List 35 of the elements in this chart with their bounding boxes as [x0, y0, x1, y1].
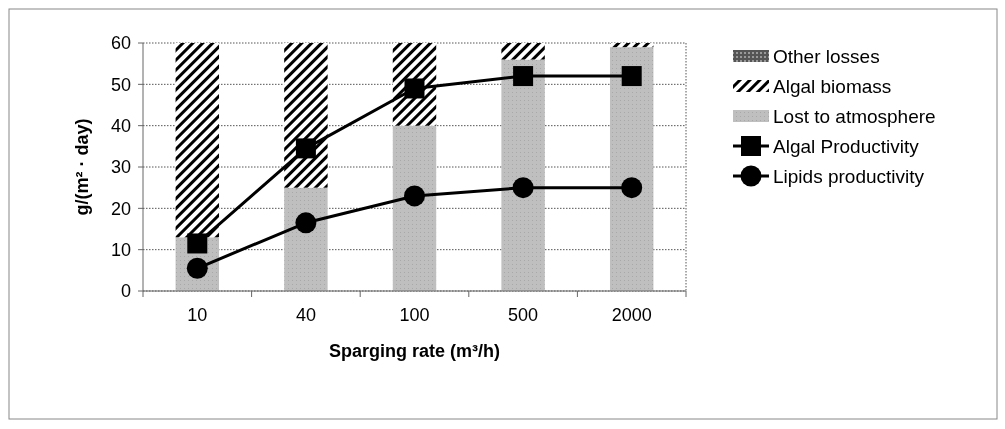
point [621, 177, 643, 199]
x-tick-label: 100 [399, 305, 430, 325]
legend-label: Lipids productivity [773, 165, 925, 187]
bar [609, 47, 654, 291]
x-axis-title: Sparging rate (m³/h) [328, 341, 501, 361]
y-tick-label: 0 [120, 281, 131, 302]
point [187, 233, 208, 254]
y-tick-label: 20 [110, 198, 131, 219]
bar [284, 187, 328, 291]
legend-label: Algal biomass [773, 75, 892, 97]
point [513, 66, 534, 87]
x-tick-label: 2000 [611, 305, 652, 325]
bar [501, 59, 545, 291]
bar [501, 43, 545, 60]
legend-label: Other losses [773, 45, 880, 67]
bar [392, 125, 437, 291]
point [512, 177, 534, 199]
point [404, 185, 425, 207]
x-tick-label: 40 [295, 305, 316, 325]
point [295, 138, 316, 159]
y-tick-label: 30 [110, 157, 131, 178]
bar [609, 43, 654, 48]
x-tick-label: 10 [187, 305, 208, 325]
point [621, 66, 642, 87]
bar [284, 43, 328, 188]
bar [175, 43, 220, 238]
y-tick-label: 60 [110, 33, 131, 54]
point [295, 212, 317, 234]
y-axis-title: g/(m² · day) [72, 118, 92, 216]
y-tick-label: 40 [110, 115, 131, 136]
legend-label: Lost to atmosphere [773, 105, 936, 127]
legend-label: Algal Productivity [773, 135, 920, 157]
x-tick-label: 500 [508, 305, 539, 325]
y-tick-label: 10 [110, 239, 131, 260]
y-tick-label: 50 [110, 74, 131, 95]
